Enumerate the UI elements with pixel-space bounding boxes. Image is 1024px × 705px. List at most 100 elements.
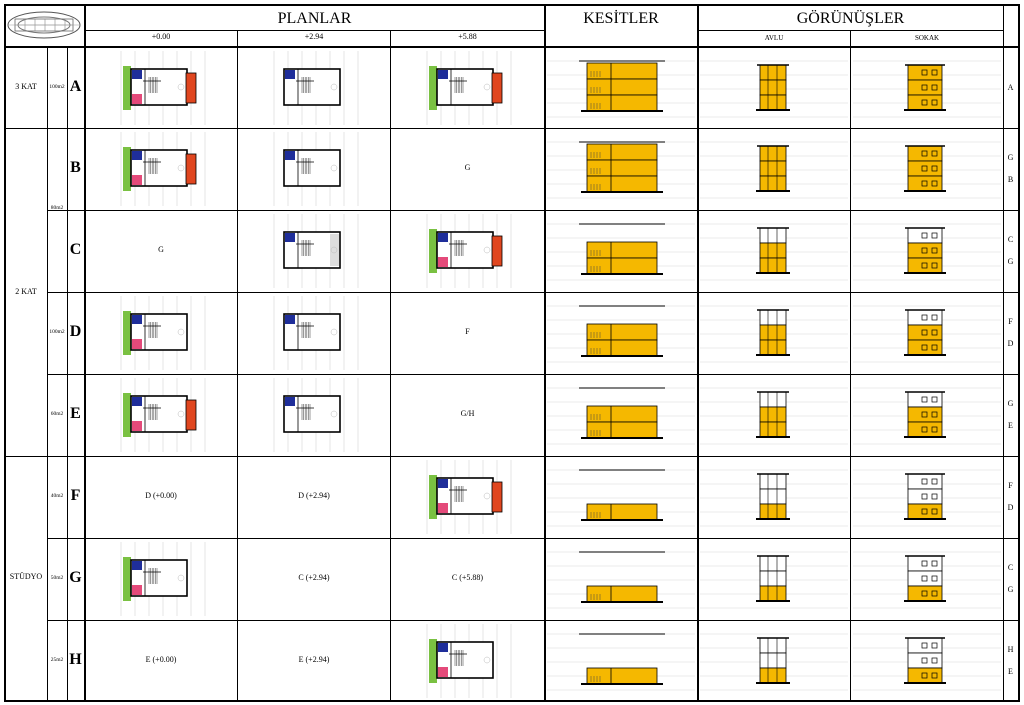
type-tag: G <box>1007 153 1014 162</box>
type-tag: G <box>1007 399 1014 408</box>
area-label: 40m2 <box>50 493 64 499</box>
type-letter: C <box>69 241 82 258</box>
street-elevation-drawing <box>853 469 1001 527</box>
group-label: 2 KAT <box>15 287 37 296</box>
floor-plan-drawing <box>426 214 512 288</box>
group-label: 3 KAT <box>15 82 37 91</box>
elevation-label: AVLU <box>764 34 784 42</box>
grid-line <box>4 700 1020 702</box>
grid-line <box>4 46 1018 48</box>
section-drawing <box>547 223 695 281</box>
floor-plan-drawing <box>120 51 206 125</box>
type-tag: B <box>1007 175 1014 184</box>
plan-reference: C (+5.88) <box>451 573 484 582</box>
street-elevation-drawing <box>853 60 1001 118</box>
grid-line <box>47 538 1018 539</box>
level-label: +2.94 <box>304 32 324 41</box>
elevation-label: SOKAK <box>914 34 940 42</box>
grid-line <box>4 456 1018 457</box>
floor-plan-drawing <box>120 378 206 452</box>
grid-line <box>4 4 1020 6</box>
street-elevation-drawing <box>853 223 1001 281</box>
grid-line <box>67 47 68 700</box>
grid-line <box>237 30 238 700</box>
gorunusler-title: GÖRÜNÜŞLER <box>796 10 905 27</box>
group-label: STÜDYO <box>9 572 43 581</box>
type-tag: F <box>1008 317 1013 326</box>
street-elevation-drawing <box>853 305 1001 363</box>
section-drawing <box>547 141 695 199</box>
street-elevation-drawing <box>853 551 1001 609</box>
grid-line <box>544 4 546 700</box>
street-elevation-drawing <box>853 141 1001 199</box>
area-label: 60m2 <box>50 411 64 417</box>
plan-reference: D (+0.00) <box>145 491 177 500</box>
type-letter: H <box>69 651 82 668</box>
grid-line <box>697 30 1003 31</box>
grid-line <box>47 374 1018 375</box>
section-drawing <box>547 469 695 527</box>
section-drawing <box>547 551 695 609</box>
type-tag: G <box>1007 257 1014 266</box>
type-tag: E <box>1008 421 1013 430</box>
grid-line <box>4 128 1018 129</box>
floor-plan-drawing <box>120 542 206 616</box>
plan-reference: C (+2.94) <box>298 573 330 582</box>
type-letter: F <box>70 487 81 504</box>
area-label: 100m2 <box>49 329 65 335</box>
type-letter: A <box>69 78 82 95</box>
site-plan-icon <box>5 8 83 42</box>
kesitler-title: KESİTLER <box>583 10 659 27</box>
courtyard-elevation-drawing <box>700 141 848 199</box>
floor-plan-drawing <box>273 132 359 206</box>
section-drawing <box>547 633 695 691</box>
grid-line <box>4 456 47 457</box>
level-label: +5.88 <box>458 32 477 41</box>
grid-line <box>84 4 86 700</box>
plan-reference: G/H <box>460 409 475 418</box>
type-letter: G <box>69 569 82 586</box>
grid-line <box>697 4 699 700</box>
area-label: 25m2 <box>50 657 64 663</box>
plan-reference: E (+2.94) <box>298 655 330 664</box>
street-elevation-drawing <box>853 633 1001 691</box>
type-tag: D <box>1007 339 1014 348</box>
grid-line <box>47 620 1018 621</box>
type-letter: E <box>70 405 81 422</box>
type-tag: F <box>1008 481 1013 490</box>
floor-plan-drawing <box>120 132 206 206</box>
street-elevation-drawing <box>853 387 1001 445</box>
grid-line <box>47 47 48 700</box>
plan-reference: F <box>465 327 470 336</box>
plan-reference: D (+2.94) <box>298 491 330 500</box>
grid-line <box>4 128 47 129</box>
floor-plan-drawing <box>426 460 512 534</box>
courtyard-elevation-drawing <box>700 305 848 363</box>
type-tag: C <box>1007 235 1014 244</box>
type-tag: D <box>1007 503 1014 512</box>
type-tag: C <box>1007 563 1014 572</box>
courtyard-elevation-drawing <box>700 551 848 609</box>
section-drawing <box>547 387 695 445</box>
section-drawing <box>547 305 695 363</box>
type-letter: B <box>70 159 81 176</box>
courtyard-elevation-drawing <box>700 469 848 527</box>
area-label: 80m2 <box>50 205 64 211</box>
floor-plan-drawing <box>426 624 512 698</box>
courtyard-elevation-drawing <box>700 223 848 281</box>
plan-reference: E (+0.00) <box>145 655 177 664</box>
area-label: 50m2 <box>50 575 64 581</box>
courtyard-elevation-drawing <box>700 387 848 445</box>
type-tag: H <box>1007 645 1014 654</box>
grid-line <box>4 4 6 700</box>
plan-reference: G <box>464 163 471 172</box>
type-letter: D <box>69 323 82 340</box>
grid-line <box>84 30 544 31</box>
floor-plan-drawing <box>273 51 359 125</box>
area-label: 100m2 <box>49 84 65 90</box>
courtyard-elevation-drawing <box>700 633 848 691</box>
type-tag: G <box>1007 585 1014 594</box>
section-drawing <box>547 60 695 118</box>
floor-plan-drawing <box>120 296 206 370</box>
